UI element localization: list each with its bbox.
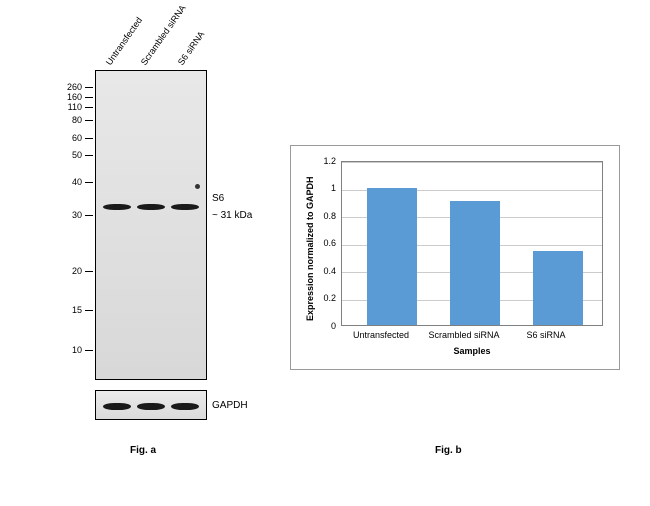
fig-a-caption: Fig. a — [130, 445, 156, 456]
fig-b-caption: Fig. b — [435, 445, 462, 456]
xtick-2: Scrambled siRNA — [419, 330, 509, 340]
mw-tick — [85, 350, 93, 351]
bar-scrambled — [450, 201, 500, 325]
mw-40: 40 — [52, 177, 82, 187]
s6-label: S6 — [212, 193, 224, 204]
band-lane1 — [103, 204, 131, 210]
band-lane3 — [171, 204, 199, 210]
s6-bands — [96, 204, 206, 210]
xtick-1: Untransfected — [341, 330, 421, 340]
mw-160: 160 — [52, 92, 82, 102]
mw-tick — [85, 215, 93, 216]
gapdh-band-2 — [137, 403, 165, 410]
gridline — [342, 162, 602, 163]
mw-tick — [85, 138, 93, 139]
lane-label-3: S6 siRNA — [176, 29, 207, 67]
mw-50: 50 — [52, 150, 82, 160]
lane-labels: Untransfected Scrambled siRNA S6 siRNA — [102, 15, 217, 70]
mw-tick — [85, 271, 93, 272]
bar-s6 — [533, 251, 583, 325]
western-blot-main — [95, 70, 207, 380]
mw-tick — [85, 107, 93, 108]
mw-110: 110 — [52, 102, 82, 112]
y-axis-label: Expression normalized to GAPDH — [305, 176, 315, 321]
ytick-0: 0 — [311, 321, 336, 331]
western-blot-gapdh — [95, 390, 207, 420]
figure-b: 0 0.2 0.4 0.6 0.8 1 1.2 Untransfected Sc… — [290, 145, 620, 385]
mw-tick — [85, 155, 93, 156]
artifact-dot — [195, 184, 200, 189]
mw-20: 20 — [52, 266, 82, 276]
xtick-3: S6 siRNA — [511, 330, 581, 340]
chart-container: 0 0.2 0.4 0.6 0.8 1 1.2 Untransfected Sc… — [290, 145, 620, 370]
gapdh-band-3 — [171, 403, 199, 410]
mw-80: 80 — [52, 115, 82, 125]
mw-tick — [85, 182, 93, 183]
mw-tick — [85, 310, 93, 311]
mw-15: 15 — [52, 305, 82, 315]
mw-tick — [85, 120, 93, 121]
mw-tick — [85, 87, 93, 88]
s6-mw-label: ~ 31 kDa — [212, 210, 252, 221]
band-lane2 — [137, 204, 165, 210]
mw-tick — [85, 97, 93, 98]
lane-label-1: Untransfected — [104, 15, 144, 67]
gapdh-bands — [96, 403, 206, 410]
plot-area — [341, 161, 603, 326]
mw-10: 10 — [52, 345, 82, 355]
mw-30: 30 — [52, 210, 82, 220]
mw-60: 60 — [52, 133, 82, 143]
ytick-12: 1.2 — [311, 156, 336, 166]
mw-260: 260 — [52, 82, 82, 92]
gapdh-label: GAPDH — [212, 400, 248, 411]
bar-untransfected — [367, 188, 417, 326]
gapdh-band-1 — [103, 403, 131, 410]
x-axis-label: Samples — [341, 346, 603, 356]
